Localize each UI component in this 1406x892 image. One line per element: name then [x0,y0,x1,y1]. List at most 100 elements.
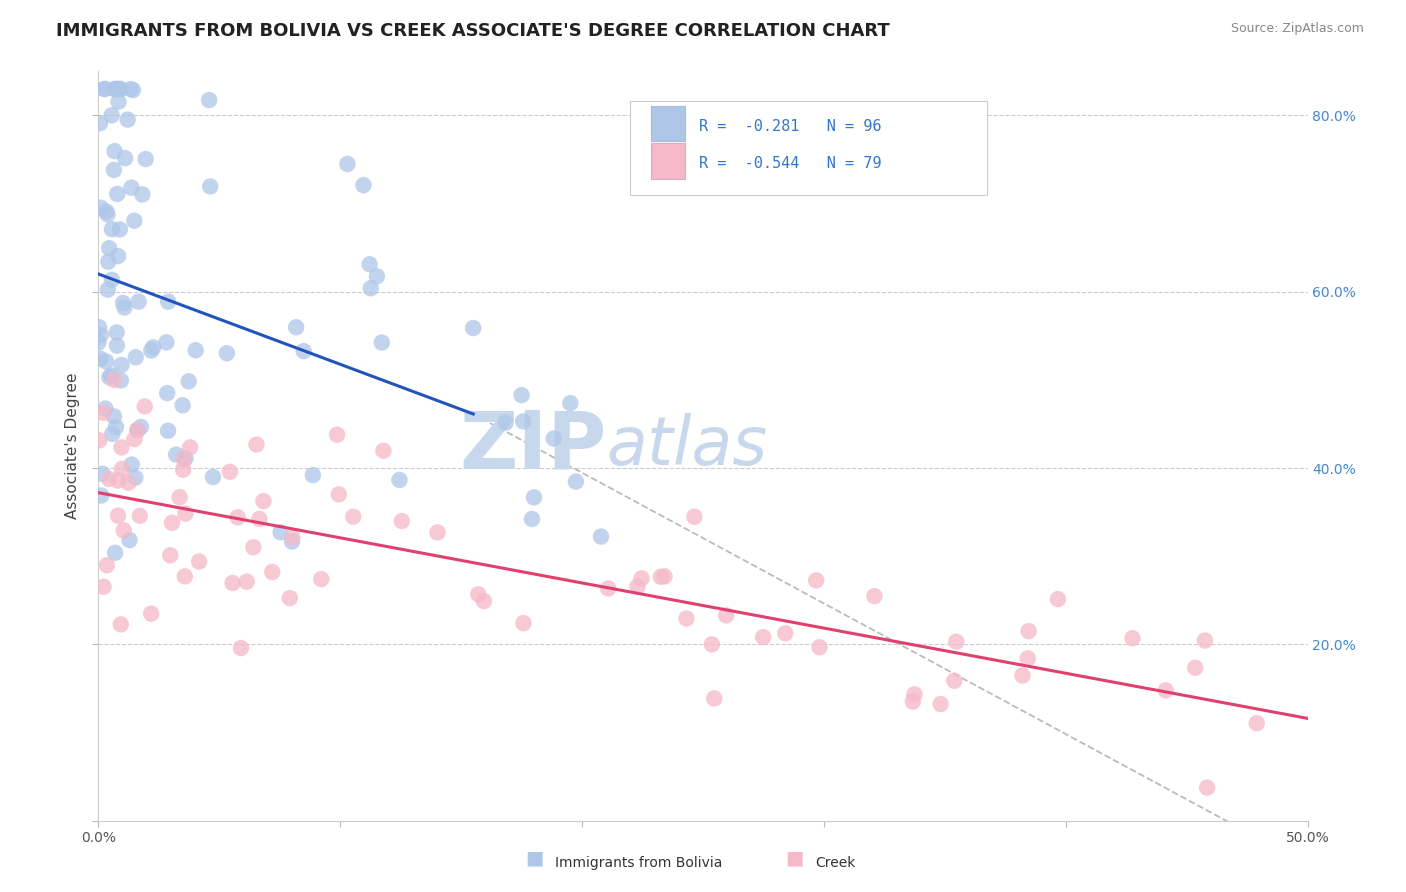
Point [700,637,723,651]
Text: R =  -0.281   N = 96: R = -0.281 N = 96 [699,119,882,134]
Point [630,571,652,585]
Point [510,388,533,402]
Text: Creek: Creek [815,856,856,871]
Point [124,471,146,485]
Point [103,373,125,387]
Point [262,565,284,579]
Point [1121,632,1143,646]
Point [359,257,381,271]
Point [589,529,612,543]
Point [467,587,489,601]
Point [281,534,304,549]
Point [93,406,115,420]
Point [373,443,395,458]
Text: atlas: atlas [606,413,768,479]
Point [543,432,565,446]
Point [229,640,252,655]
Point [292,344,315,359]
Point [804,574,827,588]
Point [1011,668,1033,682]
Point [89,434,111,448]
Point [142,340,165,354]
Point [125,351,148,365]
Point [97,283,120,297]
Point [156,386,179,401]
Point [1018,624,1040,639]
Point [598,582,620,596]
Point [391,514,413,528]
Point [1194,633,1216,648]
Point [360,281,382,295]
Point [302,468,325,483]
Point [184,343,207,358]
Point [245,437,267,451]
Point [863,589,886,603]
Point [157,294,180,309]
Point [523,491,546,505]
Point [943,673,966,688]
Point [107,95,129,109]
Text: ■: ■ [524,848,544,867]
Point [1017,651,1039,665]
Point [105,186,128,201]
Point [98,472,121,486]
Text: Immigrants from Bolivia: Immigrants from Bolivia [555,856,723,871]
Point [752,630,775,644]
Point [107,508,129,523]
Point [101,222,124,236]
Point [108,82,131,96]
Point [388,473,411,487]
Point [94,82,117,96]
Point [520,512,543,526]
Point [139,607,162,621]
Point [87,335,110,350]
Point [107,249,129,263]
Point [108,222,131,236]
Point [336,157,359,171]
Point [107,82,129,96]
Point [1154,683,1177,698]
Point [342,509,364,524]
Point [353,178,375,193]
Point [90,201,112,215]
Point [626,579,648,593]
Point [221,576,243,591]
Point [945,634,967,648]
Point [104,82,127,96]
Point [270,525,292,540]
Point [141,343,163,358]
FancyBboxPatch shape [630,102,987,195]
Point [114,151,136,165]
Point [98,370,121,384]
Point [117,475,139,490]
Point [159,548,181,562]
Point [118,533,141,547]
Point [110,617,132,632]
Point [93,580,115,594]
Point [94,401,117,416]
Point [110,358,132,372]
Point [128,508,150,523]
Point [103,144,125,158]
Y-axis label: Associate's Degree: Associate's Degree [65,373,80,519]
Point [90,327,112,342]
Text: ZIP: ZIP [458,407,606,485]
Point [654,569,676,583]
Text: IMMIGRANTS FROM BOLIVIA VS CREEK ASSOCIATE'S DEGREE CORRELATION CHART: IMMIGRANTS FROM BOLIVIA VS CREEK ASSOCIA… [56,22,890,40]
Point [128,294,150,309]
Point [104,420,127,434]
Point [90,488,112,502]
Point [110,441,132,455]
Point [1197,780,1219,795]
Point [93,82,115,96]
Point [200,179,222,194]
Point [124,213,146,227]
Point [97,254,120,268]
Point [173,569,195,583]
Point [201,470,224,484]
Point [103,162,125,177]
Point [252,494,274,508]
Point [121,458,143,472]
Point [1184,661,1206,675]
Point [650,570,672,584]
